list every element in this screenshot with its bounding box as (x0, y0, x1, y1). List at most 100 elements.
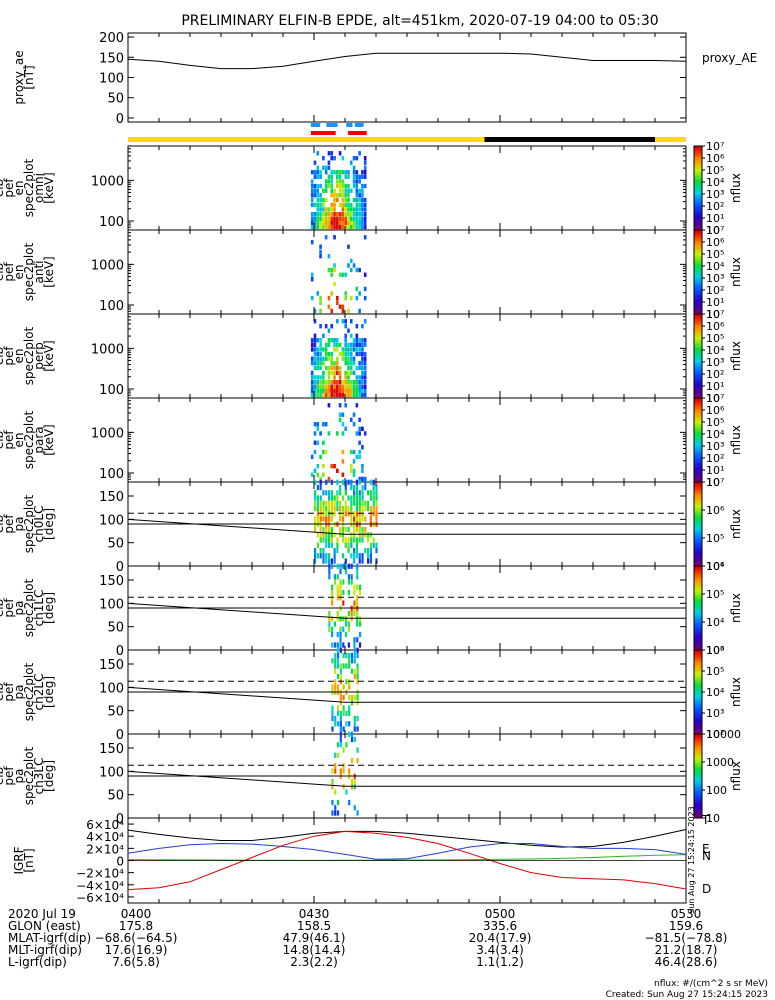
pa-ch0-cell (322, 500, 325, 506)
spec-para-colorbar-tick-label: 10² (706, 452, 724, 465)
spec-omni-cell (358, 202, 361, 208)
pa-ch3-cell (331, 810, 334, 816)
pa-ch0-cell (353, 516, 356, 522)
spec-perp-cell (330, 392, 334, 398)
spec-omni-cell (310, 216, 314, 221)
spec-omni-cell (319, 193, 322, 198)
spec-perp-cell (313, 361, 317, 366)
spec-omni-cell (324, 224, 328, 230)
footer-nflux-units: nflux: #/(cm^2 s sr MeV) (654, 979, 768, 989)
pa-ch0-cell (353, 484, 356, 491)
spec-perp-cell (349, 333, 353, 338)
pa-ch0-cell (355, 505, 359, 512)
spec-perp-cell (333, 375, 336, 380)
pa-ch0-cell (333, 532, 336, 538)
pa-ch2-cell (345, 710, 348, 716)
pa-ch0-cell (322, 532, 325, 538)
proxy-ae-ytick-label: 50 (107, 92, 124, 107)
pa-ch2-cell (334, 721, 337, 727)
spec-perp-cell (363, 365, 367, 371)
spec-omni-colorbar-cell (694, 211, 702, 214)
status-science-blue (310, 123, 321, 127)
pa-ch3-colorbar-cell (694, 748, 702, 752)
spec-perp-cell (361, 338, 364, 343)
spec-perp-colorbar-cell (694, 377, 702, 380)
spec-para-colorbar-cell (694, 406, 702, 409)
pa-ch3-cell (345, 789, 348, 795)
spec-perp-cell (347, 375, 350, 380)
spec-perp-cell (355, 379, 359, 385)
spec-para-frame (127, 397, 687, 483)
spec-perp-colorbar-cell (694, 360, 702, 363)
spec-omni-cell (310, 179, 314, 184)
pa-ch1-cell (356, 563, 359, 569)
spec-omni-cell (310, 220, 314, 225)
spec-omni-cell (319, 211, 322, 217)
spec-perp-cell (336, 365, 339, 371)
spec-para-ylabel-line: en (12, 433, 26, 448)
footer-row-value: 335.6 (483, 919, 517, 933)
spec-omni-colorbar-cell (694, 175, 702, 178)
pa-ch2-cell (348, 684, 351, 690)
pa-ch0-cell (353, 547, 356, 554)
spec-omni-colorbar-cell (694, 206, 702, 210)
spec-perp-cell (355, 333, 359, 338)
spec-anti-cell (349, 267, 353, 273)
pa-ch0-colorbar-cell (694, 486, 702, 489)
pa-ch0-cell (358, 500, 361, 506)
pa-ch1-cell (358, 631, 362, 638)
pa-ch0-cell (361, 553, 364, 559)
pa-ch1-cell (356, 574, 359, 580)
spec-anti-ylabel-line: [keV] (42, 256, 56, 287)
spec-para-cell (324, 422, 328, 427)
spec-omni-colorbar-cell (694, 171, 702, 174)
pa-ch1-cell (347, 579, 350, 585)
spec-perp-cell (319, 384, 322, 389)
pa-ch2-cell (356, 673, 359, 680)
pa-ch1-colorbar-cell (694, 629, 702, 632)
spec-perp-cell (333, 379, 336, 385)
spec-anti-cell (330, 308, 334, 314)
pa-ch1-cell (358, 616, 362, 622)
pa-ch2-cell (334, 658, 337, 664)
pa-ch2-cell (339, 694, 342, 701)
pa-ch1-ylabel-line: pa (12, 601, 26, 616)
spec-perp-cell (327, 356, 331, 361)
pa-ch2-colorbar-cell (694, 668, 702, 672)
pa-ch1-colorbar-cell (694, 610, 702, 613)
pa-ch1-cell (353, 584, 356, 590)
pa-ch0-cell (314, 500, 317, 506)
spec-para-cell (349, 468, 353, 473)
spec-omni-cell (338, 170, 342, 175)
spec-omni-colorbar-cell (694, 196, 702, 199)
pa-ch2-colorbar-cell (694, 656, 702, 659)
spec-omni-cell (341, 202, 345, 208)
pa-ch2-colorbar-cell (694, 681, 702, 685)
pa-ch1-cell (333, 642, 337, 648)
spec-omni-cell (363, 156, 367, 161)
spec-omni-cell (327, 211, 331, 217)
pa-ch3-colorbar-tick-label: 10 (706, 812, 720, 825)
side-timestamp: Sun Aug 27 15:24:15 2023 (687, 806, 696, 913)
pa-ch3-colorbar-cell (694, 765, 702, 769)
spec-omni-cell (355, 211, 359, 217)
spec-omni-cell (363, 160, 367, 165)
spec-perp-colorbar-tick-label: 10⁴ (706, 344, 725, 357)
spec-perp-cell (355, 384, 359, 389)
pa-ch0-cell (355, 547, 359, 554)
pa-ch2-cell (339, 721, 342, 727)
spec-omni-cell (336, 183, 339, 189)
pa-ch0-cell (327, 532, 331, 538)
spec-omni-cell (355, 156, 359, 161)
pa-ch2-cell (350, 694, 354, 701)
spec-para-cell (338, 403, 342, 408)
pa-ch0-cell (336, 542, 339, 548)
pa-ch0-cell (347, 495, 350, 501)
footer-row-label: GLON (east) (8, 919, 81, 933)
pa-ch0-cell (314, 558, 317, 564)
spec-perp-ytick-label: 1000 (91, 342, 124, 357)
spec-para-colorbar-cell (694, 471, 702, 475)
footer-row-value: 2.3(2.2) (290, 955, 338, 969)
spec-perp-cell (355, 375, 359, 380)
spec-omni-cell (352, 211, 356, 217)
